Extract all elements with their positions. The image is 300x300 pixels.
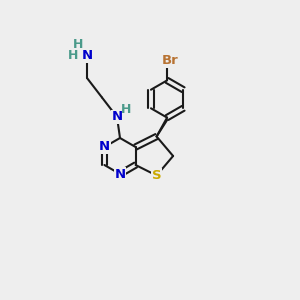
Text: H: H xyxy=(73,38,83,52)
Text: H: H xyxy=(68,49,79,62)
Text: H: H xyxy=(121,103,131,116)
Text: S: S xyxy=(152,169,161,182)
Text: N: N xyxy=(111,110,123,124)
Text: N: N xyxy=(99,140,110,154)
Text: N: N xyxy=(81,49,93,62)
Text: N: N xyxy=(114,167,126,181)
Text: Br: Br xyxy=(162,54,178,68)
